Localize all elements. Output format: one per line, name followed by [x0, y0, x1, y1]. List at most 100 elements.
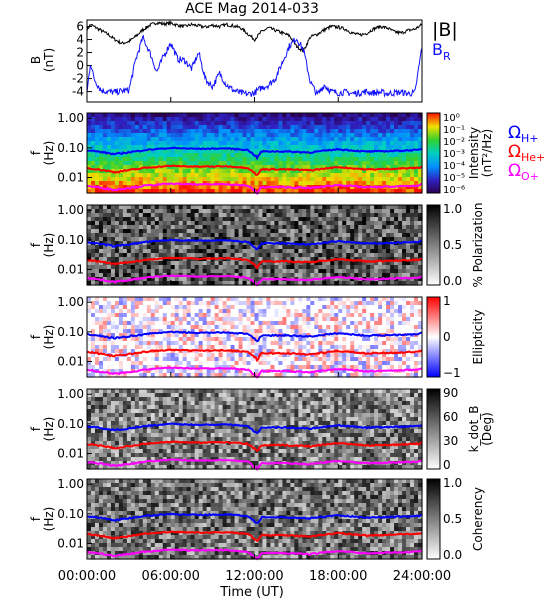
- heatmap-cell: [286, 153, 291, 158]
- heatmap-cell: [294, 165, 299, 170]
- heatmap-cell: [414, 153, 419, 158]
- heatmap-cell: [414, 141, 419, 146]
- heatmap-cell: [322, 269, 327, 274]
- heatmap-cell: [206, 129, 212, 134]
- heatmap-cell: [114, 185, 120, 190]
- heatmap-cell: [394, 169, 399, 174]
- heatmap-cell: [290, 117, 295, 122]
- heatmap-cell: [314, 321, 319, 326]
- heatmap-cell: [87, 117, 92, 122]
- heatmap-cell: [278, 245, 284, 250]
- heatmap-cell: [226, 265, 232, 270]
- heatmap-cell: [374, 229, 379, 234]
- heatmap-cell: [210, 209, 216, 214]
- heatmap-cell: [238, 249, 244, 254]
- heatmap-cell: [418, 177, 423, 182]
- heatmap-cell: [326, 221, 331, 226]
- heatmap-cell: [90, 301, 96, 306]
- heatmap-cell: [350, 301, 355, 306]
- heatmap-cell: [266, 153, 272, 158]
- heatmap-cell: [406, 281, 411, 286]
- heatmap-cell: [258, 173, 264, 178]
- heatmap-cell: [330, 365, 335, 370]
- heatmap-cell: [218, 145, 224, 150]
- heatmap-cell: [250, 149, 256, 154]
- heatmap-cell: [346, 141, 351, 146]
- heatmap-cell: [94, 361, 100, 366]
- heatmap-cell: [278, 305, 284, 310]
- heatmap-cell: [306, 165, 311, 170]
- heatmap-cell: [158, 357, 164, 362]
- heatmap-cell: [226, 353, 232, 358]
- heatmap-cell: [406, 213, 411, 218]
- panel-b-ytick-label: -2: [72, 72, 84, 86]
- heatmap-cell: [374, 221, 379, 226]
- heatmap-cell: [282, 133, 288, 138]
- heatmap-cell: [198, 313, 204, 318]
- heatmap-cell: [114, 173, 120, 178]
- heatmap-cell: [374, 261, 379, 266]
- heatmap-cell: [246, 325, 252, 330]
- heatmap-cell: [366, 273, 371, 278]
- heatmap-cell: [378, 253, 383, 258]
- heatmap-cell: [318, 265, 323, 270]
- heatmap-cell: [90, 365, 96, 370]
- heatmap-cell: [90, 165, 96, 170]
- heatmap-cell: [178, 337, 184, 342]
- heatmap-cell: [162, 217, 168, 222]
- heatmap-cell: [250, 213, 256, 218]
- heatmap-cell: [214, 229, 220, 234]
- heatmap-cell: [238, 189, 244, 194]
- heatmap-cell: [342, 333, 347, 338]
- heatmap-cell: [270, 325, 276, 330]
- heatmap-cell: [414, 181, 419, 186]
- heatmap-cell: [390, 297, 395, 302]
- heatmap-cell: [262, 157, 268, 162]
- heatmap-cell: [194, 137, 200, 142]
- heatmap-cell: [234, 365, 240, 370]
- heatmap-cell: [370, 313, 375, 318]
- heatmap-cell: [122, 337, 128, 342]
- heatmap-cell: [186, 177, 192, 182]
- heatmap-cell: [170, 113, 176, 118]
- heatmap-cell: [182, 213, 188, 218]
- heatmap-cell: [266, 161, 272, 166]
- heatmap-cell: [110, 145, 116, 150]
- heatmap-cell: [330, 225, 335, 230]
- heatmap-cell: [294, 205, 299, 210]
- heatmap-cell: [286, 161, 291, 166]
- heatmap-cell: [354, 309, 359, 314]
- heatmap-cell: [326, 317, 331, 322]
- heatmap-cell: [274, 245, 280, 250]
- heatmap-cell: [390, 313, 395, 318]
- heatmap-cell: [410, 269, 415, 274]
- heatmap-cell: [170, 249, 176, 254]
- heatmap-cell: [274, 213, 280, 218]
- heatmap-cell: [94, 281, 100, 286]
- heatmap-cell: [298, 173, 303, 178]
- heatmap-cell: [366, 229, 371, 234]
- heatmap-cell: [198, 305, 204, 310]
- heatmap-cell: [394, 177, 399, 182]
- heatmap-cell: [146, 169, 152, 174]
- heatmap-cell: [414, 217, 419, 222]
- heatmap-cell: [210, 277, 216, 282]
- heatmap-cell: [266, 209, 272, 214]
- heatmap-cell: [234, 209, 240, 214]
- heatmap-cell: [394, 117, 399, 122]
- heatmap-cell: [354, 305, 359, 310]
- heatmap-cell: [178, 221, 184, 226]
- heatmap-cell: [134, 321, 140, 326]
- heatmap-cell: [94, 141, 100, 146]
- heatmap-cell: [314, 209, 319, 214]
- heatmap-cell: [154, 229, 160, 234]
- heatmap-cell: [410, 213, 415, 218]
- heatmap-cell: [126, 353, 132, 358]
- heatmap-cell: [278, 221, 284, 226]
- heatmap-cell: [270, 309, 276, 314]
- heatmap-cell: [178, 265, 184, 270]
- heatmap-cell: [126, 213, 132, 218]
- heatmap-cell: [222, 221, 228, 226]
- heatmap-cell: [266, 217, 272, 222]
- heatmap-cell: [194, 181, 200, 186]
